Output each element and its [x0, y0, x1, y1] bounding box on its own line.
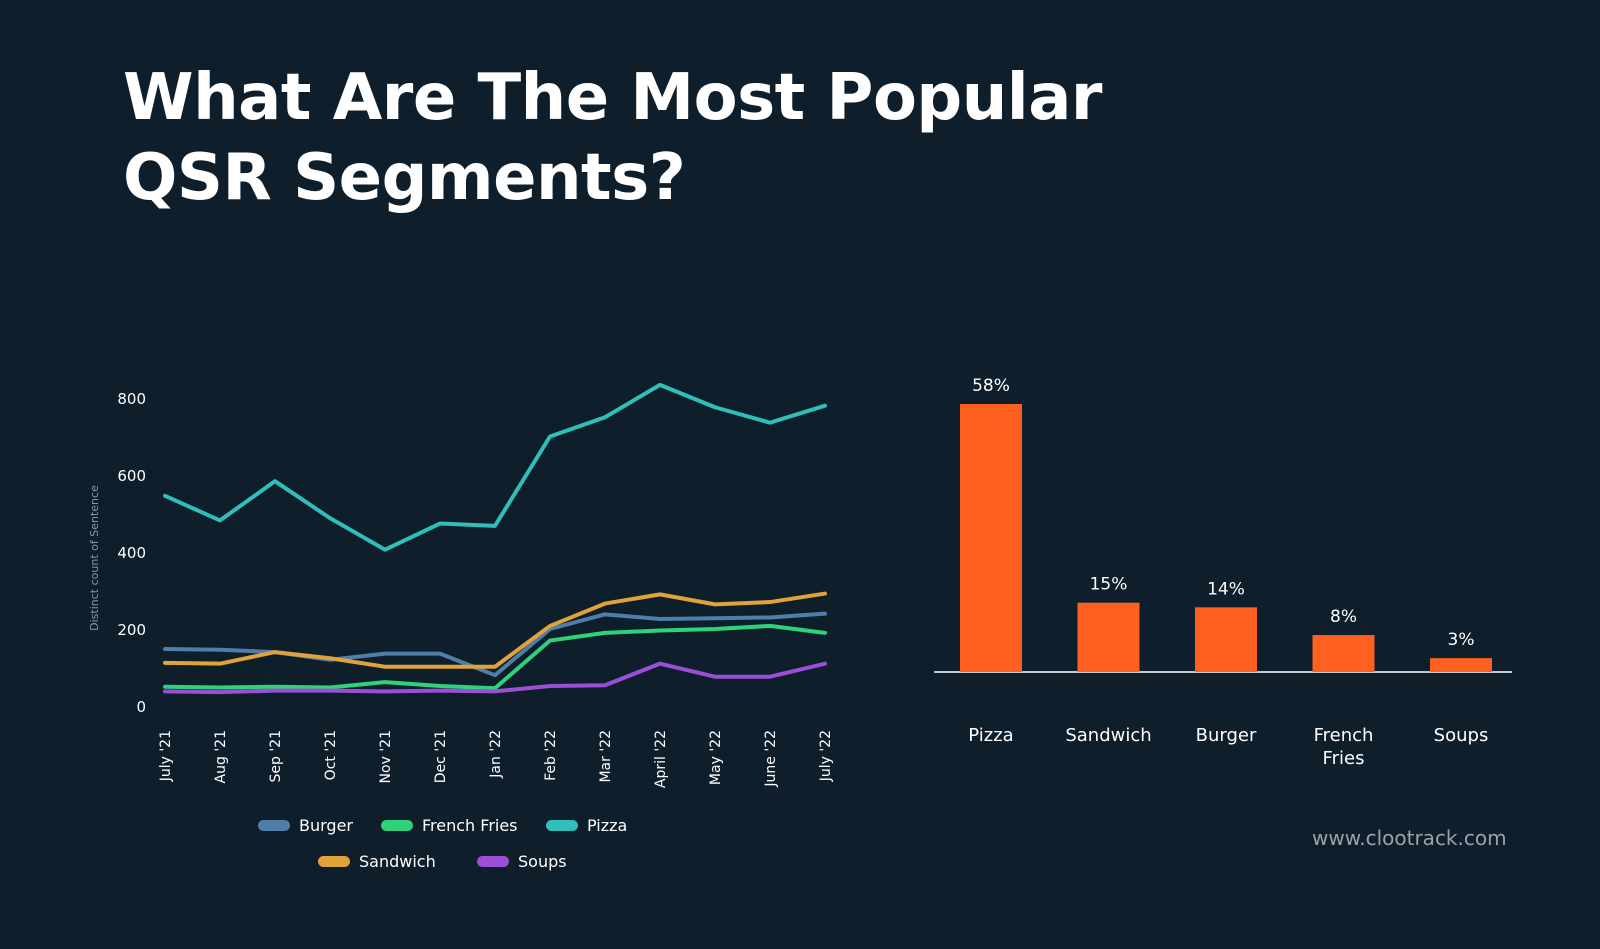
legend-item-sandwich: Sandwich [318, 852, 436, 871]
y-tick-label: 400 [117, 544, 146, 562]
x-tick-label: Feb '22 [543, 730, 559, 781]
y-tick-label: 800 [117, 390, 146, 408]
x-tick-label: Dec '21 [433, 730, 449, 783]
legend-label: Sandwich [359, 852, 436, 871]
x-tick-label: Oct '21 [323, 730, 339, 780]
x-tick-label: June '22 [763, 730, 779, 788]
legend-swatch [477, 856, 509, 867]
legend-item-pizza: Pizza [546, 816, 627, 835]
legend-swatch [546, 820, 578, 831]
x-tick-label: May '22 [708, 730, 724, 785]
bar-category-label: French Fries [1314, 725, 1374, 769]
y-tick-label: 600 [117, 467, 146, 485]
x-tick-label: Sep '21 [268, 730, 284, 783]
bar-sandwich [1077, 602, 1140, 672]
x-tick-label: Jan '22 [488, 730, 504, 779]
y-axis-title: Distinct count of Sentence [88, 485, 101, 631]
line-chart: Distinct count of Sentence 0 200 400 600 800 J… [88, 382, 834, 788]
legend-swatch [258, 820, 290, 831]
bar-value-label: 15% [1090, 575, 1128, 595]
y-tick-label: 0 [136, 698, 146, 716]
bar-pizza [960, 404, 1022, 672]
legend-label: Burger [299, 816, 353, 835]
x-tick-label: Aug '21 [213, 730, 229, 783]
bar-category-label: Sandwich [1065, 725, 1151, 746]
title-line-2: QSR Segments? [123, 141, 686, 215]
x-tick-label: Mar '22 [598, 730, 614, 783]
legend-swatch [381, 820, 413, 831]
watermark: www.clootrack.com [1312, 826, 1507, 850]
legend-label: Soups [518, 852, 567, 871]
title-line-1: What Are The Most Popular [123, 61, 1102, 135]
bar-soups [1430, 658, 1492, 672]
legend-item-soups: Soups [477, 852, 567, 871]
bar-chart: 58% Pizza 15% Sandwich 14% Burger 8% French Frie… [934, 376, 1512, 769]
bar-category-label: Pizza [968, 725, 1013, 746]
bar-category-label: Burger [1196, 725, 1257, 746]
legend-label: Pizza [587, 816, 628, 835]
series-line-sandwich [163, 591, 827, 669]
x-tick-label: July '22 [818, 730, 834, 782]
bar-burger [1195, 607, 1257, 672]
bar-value-label: 8% [1330, 607, 1357, 627]
series-line-french-fries [163, 623, 827, 691]
bar-french-fries [1312, 635, 1375, 672]
legend-label: French Fries [422, 816, 518, 835]
bar-category-label: Soups [1434, 725, 1489, 746]
x-tick-label: April '22 [653, 730, 669, 788]
legend-swatch [318, 856, 350, 867]
bar-value-label: 14% [1207, 579, 1245, 599]
bar-value-label: 58% [972, 376, 1010, 396]
bar-value-label: 3% [1448, 630, 1475, 650]
y-tick-label: 200 [117, 621, 146, 639]
series-line-pizza [163, 382, 827, 552]
series-line-soups [163, 661, 827, 695]
x-tick-label: July '21 [158, 730, 174, 782]
x-tick-label: Nov '21 [378, 730, 394, 783]
legend-item-french-fries: French Fries [381, 816, 518, 835]
page-title: What Are The Most Popular QSR Segments? [123, 58, 1123, 218]
legend-item-burger: Burger [258, 816, 353, 835]
